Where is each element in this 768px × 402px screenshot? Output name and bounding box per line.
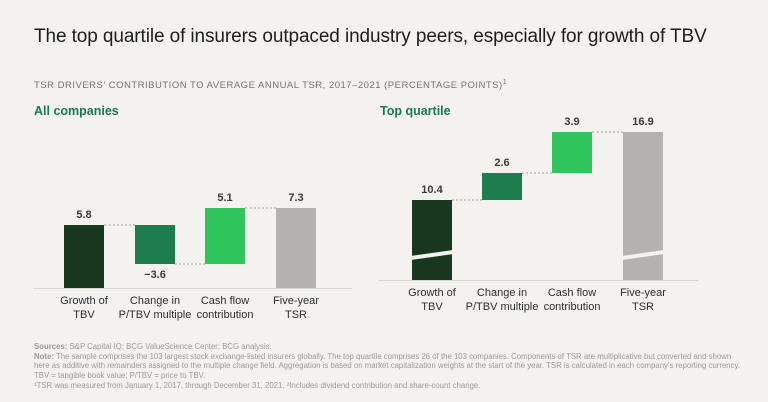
category-label-growth-of-tbv: Growth of TBV	[60, 295, 108, 321]
sources-label: Sources:	[34, 342, 68, 351]
value-label-cash-flow-contribution: 3.9	[564, 116, 580, 129]
footnote-line: ¹TSR was measured from January 1, 2017, …	[34, 380, 481, 390]
exhibit-subtitle: TSR DRIVERS’ CONTRIBUTION TO AVERAGE ANN…	[34, 78, 508, 91]
value-label-change-in-p-tbv-multiple: −3.6	[144, 269, 166, 282]
category-label-change-in-p-tbv-multiple: Change in P/TBV multiple	[465, 287, 539, 313]
waterfall-connector	[592, 131, 623, 134]
exhibit-subtitle-text: TSR DRIVERS’ CONTRIBUTION TO AVERAGE ANN…	[34, 80, 503, 91]
footnotes: Sources: S&P Capital IQ; BCG ValueScienc…	[34, 342, 742, 390]
note-label: Note:	[34, 351, 54, 361]
category-label-cash-flow-contribution: Cash flow contribution	[543, 287, 601, 313]
sources-text: S&P Capital IQ; BCG ValueScience Center;…	[67, 342, 272, 351]
bar-change-in-p-tbv-multiple	[135, 224, 175, 264]
bar-five-year-tsr	[276, 208, 316, 288]
waterfall-connector	[175, 263, 205, 266]
bar-cash-flow-contribution	[205, 208, 245, 264]
value-label-change-in-p-tbv-multiple: 2.6	[494, 156, 510, 169]
page-title: The top quartile of insurers outpaced in…	[34, 26, 707, 47]
waterfall-connector	[104, 223, 135, 226]
value-label-five-year-tsr: 16.9	[632, 116, 654, 129]
bar-cash-flow-contribution	[552, 132, 592, 173]
category-label-growth-of-tbv: Growth of TBV	[408, 287, 456, 313]
waterfall-connector	[452, 198, 482, 201]
x-axis-line	[378, 280, 698, 281]
category-label-cash-flow-contribution: Cash flow contribution	[196, 295, 254, 321]
subtitle-footnote-marker: 1	[502, 78, 508, 86]
value-label-growth-of-tbv: 10.4	[421, 183, 443, 196]
value-label-five-year-tsr: 7.3	[288, 192, 304, 205]
bar-growth-of-tbv	[412, 199, 452, 280]
value-label-cash-flow-contribution: 5.1	[217, 192, 233, 205]
sources-line: Sources: S&P Capital IQ; BCG ValueScienc…	[34, 342, 742, 352]
note-text: The sample comprises the 103 largest sto…	[34, 351, 741, 380]
category-label-change-in-p-tbv-multiple: Change in P/TBV multiple	[118, 295, 192, 321]
bar-change-in-p-tbv-multiple	[482, 172, 522, 200]
waterfall-connector	[245, 207, 276, 210]
value-label-growth-of-tbv: 5.8	[76, 208, 92, 221]
bar-growth-of-tbv	[64, 224, 104, 288]
note-line: Note: The sample comprises the 103 large…	[34, 352, 742, 381]
category-label-five-year-tsr: Five-year TSR	[620, 287, 666, 313]
waterfall-connector	[522, 171, 552, 174]
chart-title-top-quartile: Top quartile	[380, 104, 451, 118]
chart-title-all-companies: All companies	[34, 104, 119, 118]
x-axis-line	[33, 288, 352, 289]
category-label-five-year-tsr: Five-year TSR	[273, 295, 319, 321]
